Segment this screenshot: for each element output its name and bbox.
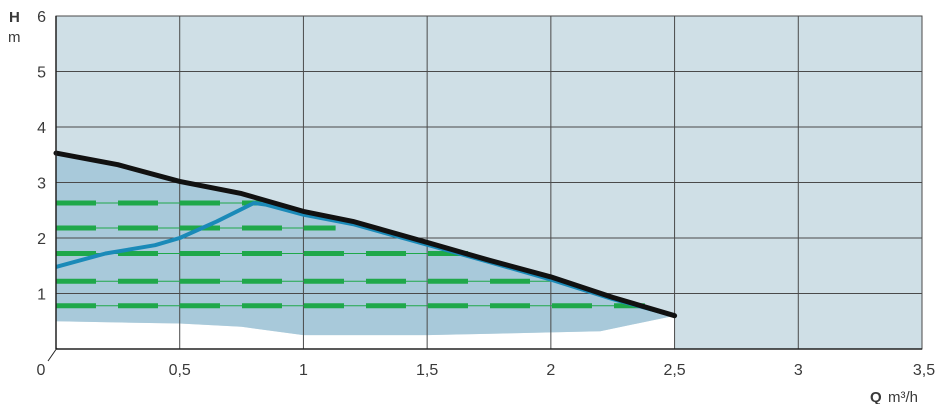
x-tick-labels: 0 0,5 1 1,5 2 2,5 3 3,5 (37, 362, 936, 379)
y-tick-label: 4 (37, 120, 46, 137)
lower-band-area (56, 315, 675, 349)
y-tick-label: 5 (37, 65, 46, 82)
x-axis-symbol: Q (870, 389, 882, 404)
y-axis-symbol: H (9, 9, 20, 26)
axes (47, 16, 922, 362)
x-tick-label: 1 (299, 362, 308, 379)
x-tick-label: 0,5 (169, 362, 191, 379)
x-tick-label: 2 (546, 362, 555, 379)
max-curve (53, 150, 678, 319)
y-axis-unit: m (8, 29, 21, 46)
x-tick-label: 0 (37, 362, 46, 379)
y-tick-labels: 1 2 3 4 5 6 (37, 9, 46, 304)
operating-area (56, 153, 675, 336)
x-axis-unit: m³/h (888, 389, 918, 404)
x-tick-label: 3 (794, 362, 803, 379)
lower-band (56, 315, 675, 349)
y-tick-label: 6 (37, 9, 46, 26)
x-tick-label: 2,5 (663, 362, 685, 379)
constant-pressure-lines (56, 200, 645, 309)
y-tick-label: 2 (37, 231, 46, 248)
y-tick-label: 3 (37, 176, 46, 193)
origin-mark (47, 347, 58, 362)
operating-area-fill (56, 153, 675, 336)
max-curve-line (53, 150, 678, 319)
x-tick-label: 3,5 (913, 362, 935, 379)
x-tick-label: 1,5 (416, 362, 438, 379)
y-tick-label: 1 (37, 287, 46, 304)
